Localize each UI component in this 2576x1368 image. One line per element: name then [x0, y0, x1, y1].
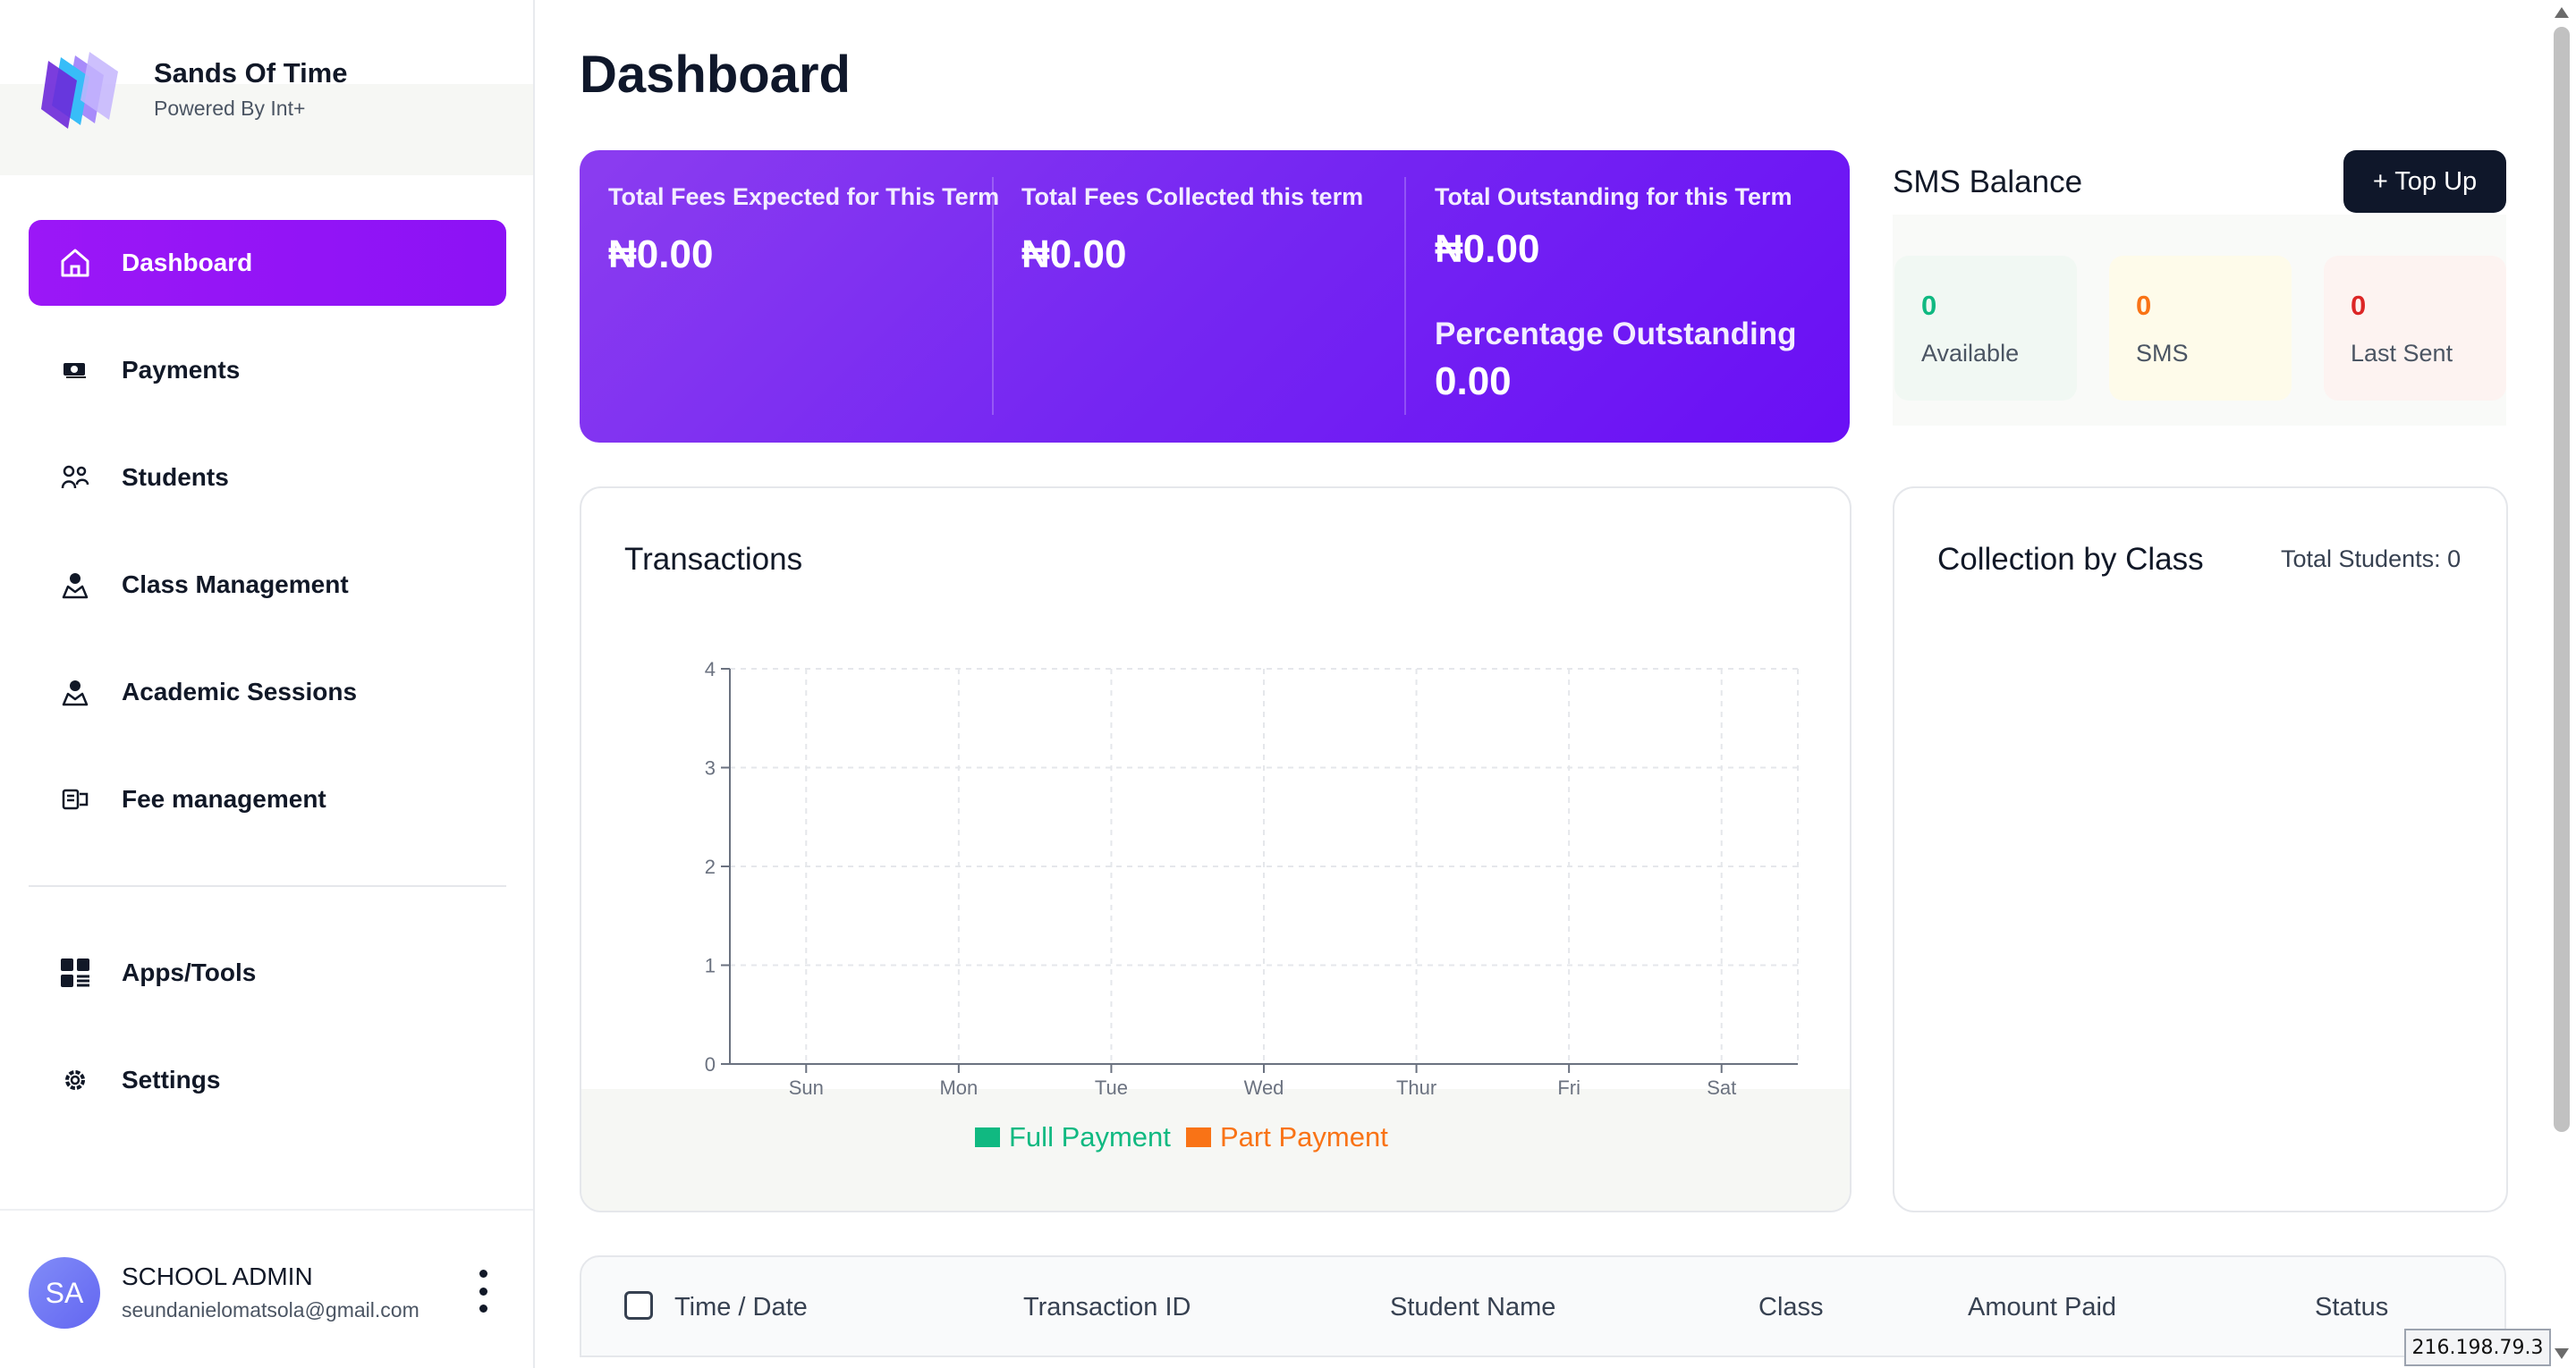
column-header-student-name[interactable]: Student Name — [1390, 1293, 1556, 1322]
fees-outstanding: Total Outstanding for this Term ₦0.00 — [1435, 179, 1828, 272]
fees-summary-card: Total Fees Expected for This Term ₦0.00 … — [580, 150, 1850, 443]
sidebar-item-settings[interactable]: Settings — [29, 1037, 506, 1123]
fees-outstanding-value: ₦0.00 — [1435, 227, 1540, 271]
transactions-title: Transactions — [624, 542, 803, 577]
transactions-chart: 0 1 2 3 4 Sun Mon Tue Wed Thur Fri Sat — [705, 658, 1799, 1096]
sidebar-item-label: Dashboard — [122, 249, 253, 276]
sidebar-item-payments[interactable]: Payments — [29, 327, 506, 413]
y-tick-label: 4 — [705, 658, 716, 680]
y-tick-label: 2 — [705, 856, 716, 878]
legend-part-payment[interactable]: Part Payment — [1186, 1121, 1388, 1153]
fees-expected-label: Total Fees Expected for This Term — [608, 183, 1000, 210]
scroll-down-arrow-icon[interactable] — [2555, 1348, 2569, 1359]
x-tick-label: Sun — [789, 1077, 824, 1096]
sms-count-card: 0 SMS — [2109, 256, 2292, 401]
user-email: seundanielomatsola@gmail.com — [122, 1298, 419, 1322]
fees-separator — [1404, 177, 1406, 415]
scroll-up-arrow-icon[interactable] — [2555, 7, 2569, 18]
fees-collected-value: ₦0.00 — [1021, 232, 1127, 276]
more-options-icon[interactable] — [472, 1270, 494, 1313]
legend-swatch — [975, 1127, 1000, 1147]
sidebar-item-apps-tools[interactable]: Apps/Tools — [29, 930, 506, 1016]
column-header-time-date[interactable]: Time / Date — [674, 1293, 808, 1322]
column-header-class[interactable]: Class — [1758, 1293, 1824, 1322]
sidebar-item-students[interactable]: Students — [29, 435, 506, 520]
top-up-button[interactable]: + Top Up — [2343, 150, 2506, 213]
transactions-panel: Transactions 0 1 2 3 4 Sun Mon Tue Wed Thur Fri Sat… — [580, 486, 1852, 1212]
collection-by-class-panel: Collection by Class Total Students: 0 — [1893, 486, 2508, 1212]
brand-header: Sands Of Time Powered By Int+ — [0, 0, 533, 175]
sms-available-label: Available — [1921, 340, 2020, 367]
fees-collected-label: Total Fees Collected this term — [1021, 183, 1364, 210]
ip-address-badge: 216.198.79.3 — [2404, 1329, 2551, 1366]
avatar[interactable]: SA — [29, 1257, 100, 1329]
sms-available-value: 0 — [1921, 290, 1937, 321]
x-tick-label: Thur — [1396, 1077, 1436, 1096]
sidebar-item-label: Apps/Tools — [122, 958, 257, 986]
sidebar-item-label: Payments — [122, 356, 241, 384]
column-header-transaction-id[interactable]: Transaction ID — [1023, 1293, 1191, 1322]
class-icon — [57, 567, 93, 603]
y-tick-label: 3 — [705, 757, 716, 780]
percentage-outstanding-label: Percentage Outstanding — [1435, 317, 1797, 351]
x-tick-label: Fri — [1557, 1077, 1580, 1096]
fees-expected-value: ₦0.00 — [608, 232, 714, 276]
collection-title: Collection by Class — [1937, 542, 2204, 577]
percentage-outstanding-value: 0.00 — [1435, 359, 1512, 403]
legend-label: Part Payment — [1220, 1121, 1388, 1153]
students-icon — [57, 460, 93, 495]
brand-subtitle: Powered By Int+ — [154, 97, 306, 120]
sidebar-item-academic-sessions[interactable]: Academic Sessions — [29, 649, 506, 735]
column-header-status[interactable]: Status — [2315, 1293, 2389, 1322]
sidebar-item-fee-management[interactable]: Fee management — [29, 756, 506, 842]
apps-icon — [57, 955, 93, 991]
school-logo — [41, 52, 118, 129]
legend-full-payment[interactable]: Full Payment — [975, 1121, 1171, 1153]
total-students: Total Students: 0 — [2281, 545, 2462, 572]
sidebar-item-dashboard[interactable]: Dashboard — [29, 220, 506, 306]
sidebar-item-label: Class Management — [122, 570, 349, 598]
column-header-amount-paid[interactable]: Amount Paid — [1968, 1293, 2117, 1322]
page-title: Dashboard — [580, 46, 851, 104]
sidebar-item-label: Settings — [122, 1066, 221, 1094]
sidebar-item-label: Students — [122, 463, 229, 491]
sms-last-sent-label: Last Sent — [2351, 340, 2453, 367]
fees-outstanding-label: Total Outstanding for this Term — [1435, 183, 1792, 210]
legend-label: Full Payment — [1009, 1121, 1171, 1153]
sessions-icon — [57, 674, 93, 710]
sidebar-item-label: Academic Sessions — [122, 678, 358, 705]
y-tick-label: 1 — [705, 955, 716, 977]
x-tick-label: Wed — [1244, 1077, 1284, 1096]
sms-balance-title: SMS Balance — [1893, 165, 2083, 199]
sms-available-card: 0 Available — [1894, 256, 2077, 401]
sidebar-item-label: Fee management — [122, 785, 326, 813]
fees-collected: Total Fees Collected this term ₦0.00 — [1021, 179, 1415, 277]
sms-count-value: 0 — [2136, 290, 2152, 321]
legend-swatch — [1186, 1127, 1211, 1147]
select-all-checkbox[interactable] — [624, 1291, 653, 1320]
payments-icon — [57, 352, 93, 388]
sidebar: Sands Of Time Powered By Int+ Dashboard … — [0, 0, 535, 1368]
sms-count-label: SMS — [2136, 340, 2189, 367]
sms-last-sent-card: 0 Last Sent — [2324, 256, 2506, 401]
brand-name: Sands Of Time — [154, 57, 348, 89]
sms-last-sent-value: 0 — [2351, 290, 2367, 321]
user-profile: SA SCHOOL ADMIN seundanielomatsola@gmail… — [0, 1209, 533, 1368]
x-tick-label: Sat — [1707, 1077, 1736, 1096]
scrollbar-thumb[interactable] — [2554, 27, 2570, 1132]
fees-expected: Total Fees Expected for This Term ₦0.00 — [608, 179, 1002, 277]
sidebar-divider — [29, 885, 506, 887]
y-tick-label: 0 — [705, 1053, 716, 1076]
x-tick-label: Tue — [1095, 1077, 1128, 1096]
gear-icon — [57, 1062, 93, 1098]
x-tick-label: Mon — [939, 1077, 978, 1096]
sidebar-item-class-management[interactable]: Class Management — [29, 542, 506, 628]
home-icon — [57, 245, 93, 281]
fee-icon — [57, 781, 93, 817]
user-name: SCHOOL ADMIN — [122, 1262, 313, 1290]
transactions-table-header: Time / Date Transaction ID Student Name … — [580, 1255, 2506, 1357]
main-content: Dashboard Total Fees Expected for This T… — [535, 0, 2549, 1368]
fees-separator — [992, 177, 994, 415]
